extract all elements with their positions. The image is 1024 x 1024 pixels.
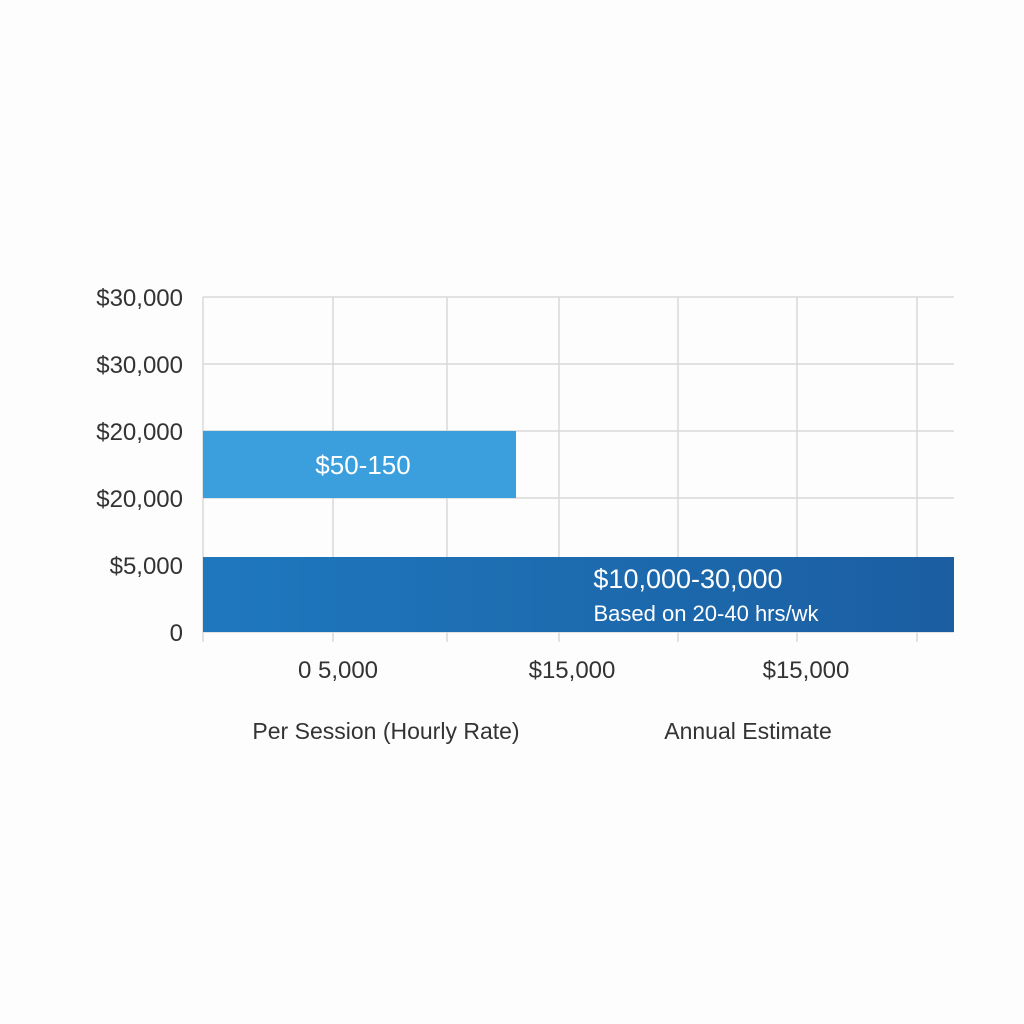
bars: $50-150 $10,000-30,000 Based on 20-40 hrs/… [203,431,954,632]
x-tick-label: $15,000 [763,657,850,684]
x-tick-label: $15,000 [529,657,616,684]
bar-annual-estimate [203,557,954,632]
category-label: Per Session (Hourly Rate) [252,718,519,744]
y-tick-label: $20,000 [96,419,183,446]
bar-per-session [203,431,516,498]
category-label: Annual Estimate [664,718,831,744]
category-labels: Per Session (Hourly Rate) Annual Estimate [252,718,831,744]
y-tick-label: $20,000 [96,486,183,513]
x-tick-label: 0 5,000 [298,657,378,684]
y-tick-label: $5,000 [110,553,183,580]
x-axis-ticks: 0 5,000 $15,000 $15,000 [298,657,849,684]
bar-label-annual-estimate: $10,000-30,000 [593,564,782,594]
bar-sublabel-annual-estimate: Based on 20-40 hrs/wk [593,601,819,626]
y-axis-ticks: $30,000 $30,000 $20,000 $20,000 $5,000 0 [96,285,183,647]
y-tick-label: $30,000 [96,285,183,312]
y-tick-label: $30,000 [96,352,183,379]
y-tick-label: 0 [170,620,183,647]
bar-label-per-session: $50-150 [315,450,410,480]
